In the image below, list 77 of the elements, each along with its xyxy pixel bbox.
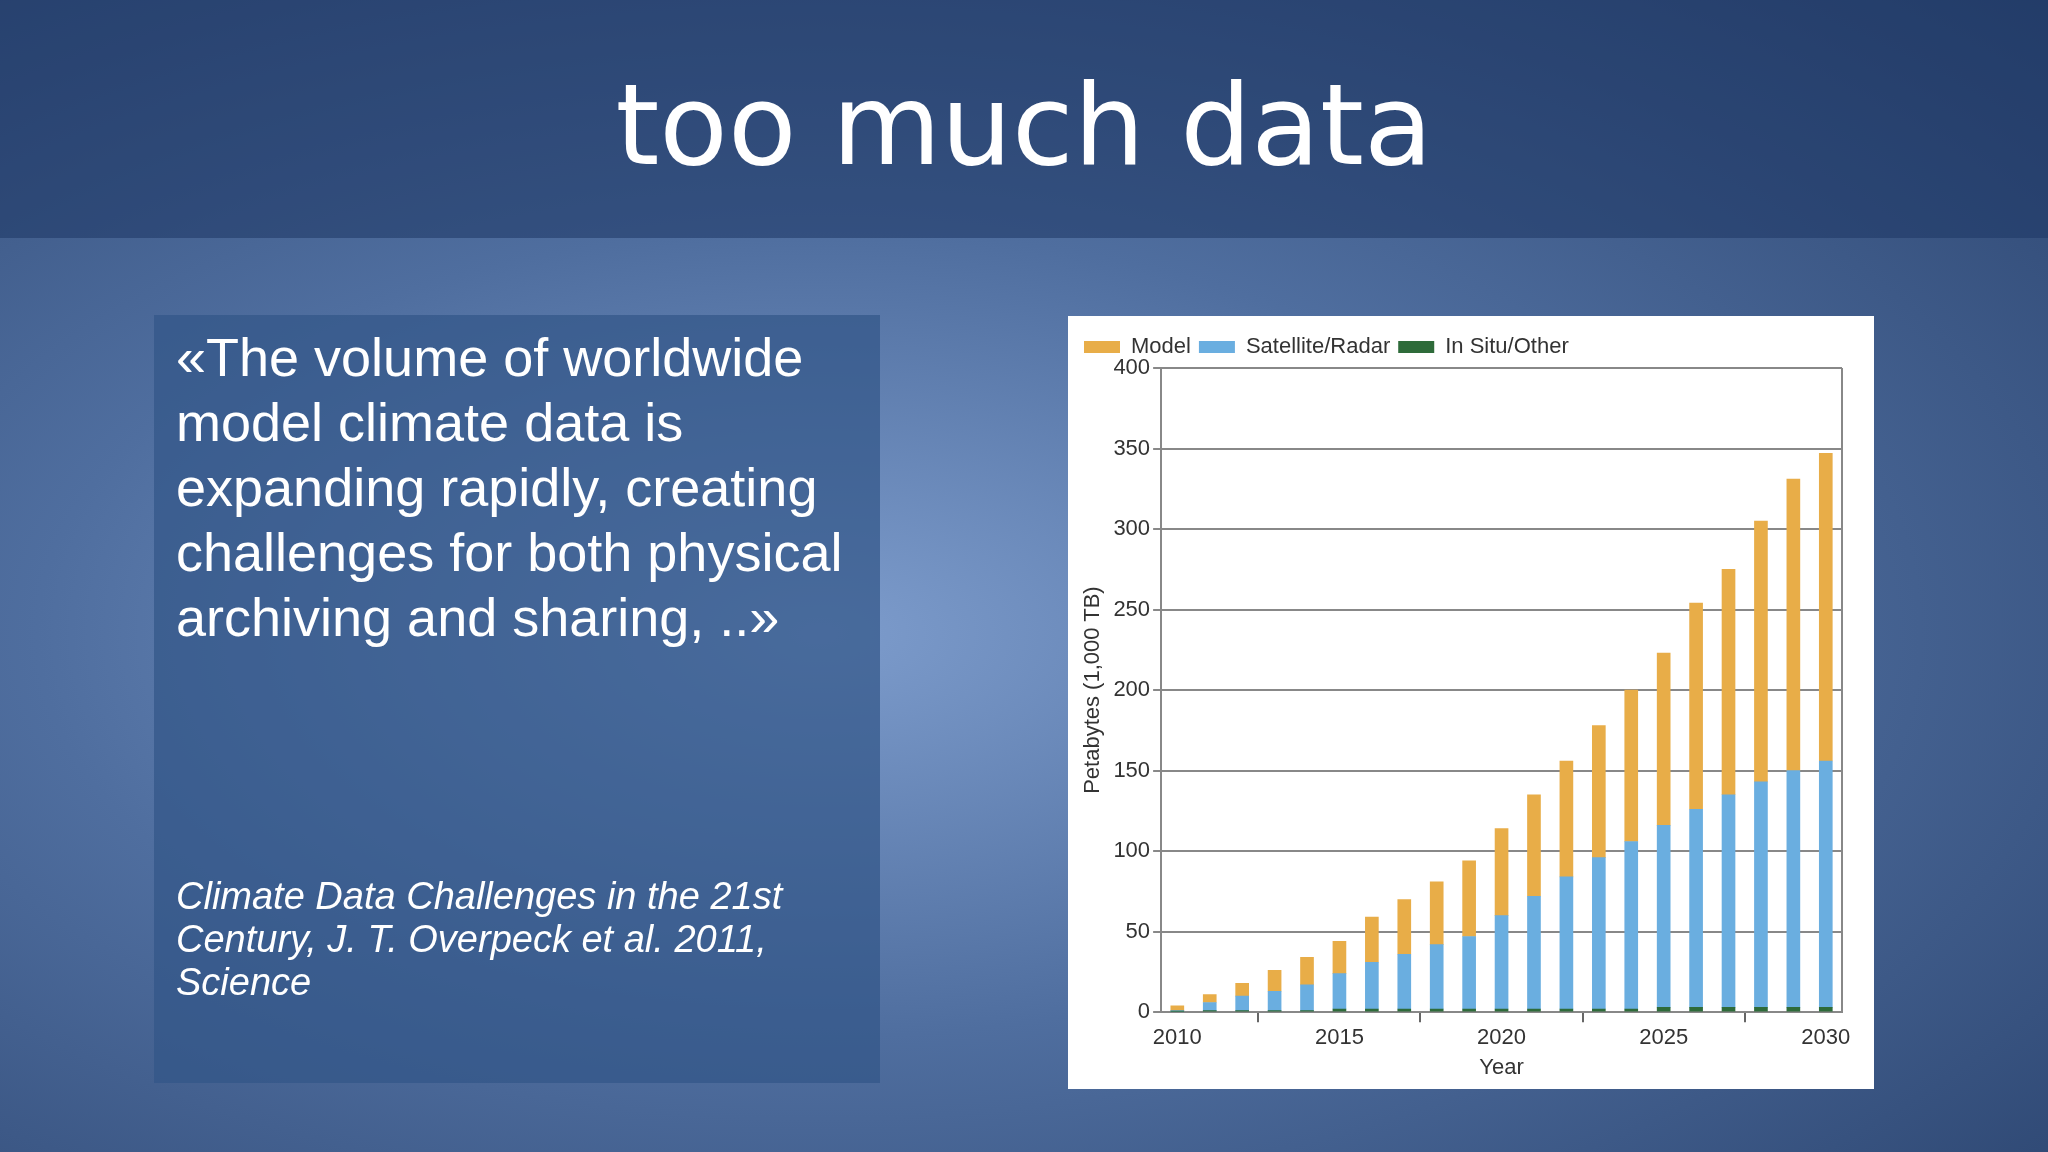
bar bbox=[1170, 1005, 1185, 1011]
bar bbox=[1527, 895, 1541, 1010]
bar bbox=[1559, 1008, 1574, 1012]
bar bbox=[1462, 860, 1476, 937]
bar bbox=[1397, 899, 1412, 955]
y-tick-label: 50 bbox=[1125, 917, 1151, 943]
y-axis-title: Petabytes (1,000 TB) bbox=[1079, 586, 1105, 794]
text: «The volume of worldwide model climate data is expanding rapidly, creating challenges for both physical archiving and sharing, ..» bbox=[176, 326, 844, 649]
bar bbox=[1721, 794, 1736, 1008]
bar bbox=[1754, 1007, 1768, 1012]
x-axis-title: Year bbox=[1479, 1053, 1524, 1079]
bar bbox=[1494, 915, 1509, 1010]
x-tick-label: 2025 bbox=[1639, 1024, 1689, 1050]
bar bbox=[1332, 973, 1347, 1010]
y-tick-label: 150 bbox=[1113, 756, 1151, 782]
bar bbox=[1202, 994, 1217, 1003]
x-tick-label: 2015 bbox=[1314, 1024, 1364, 1050]
bar bbox=[1721, 568, 1736, 796]
bar bbox=[1235, 995, 1249, 1011]
bar bbox=[1656, 825, 1671, 1008]
bar bbox=[1494, 1008, 1509, 1012]
bar bbox=[1300, 984, 1314, 1011]
bar bbox=[1591, 725, 1606, 858]
bar bbox=[1624, 689, 1639, 842]
bar bbox=[1365, 961, 1379, 1010]
bar bbox=[1818, 453, 1833, 762]
bar bbox=[1754, 520, 1768, 783]
bar bbox=[1559, 760, 1574, 878]
y-tick-label: 300 bbox=[1113, 515, 1151, 541]
bar bbox=[1786, 478, 1801, 771]
y-tick-label: 350 bbox=[1113, 434, 1151, 460]
legend-label: Satellite/Radar bbox=[1245, 333, 1391, 359]
bar bbox=[1689, 1007, 1703, 1012]
bar bbox=[1365, 916, 1379, 963]
bar bbox=[1462, 936, 1476, 1010]
bar bbox=[1559, 876, 1574, 1010]
bar bbox=[1721, 1007, 1736, 1012]
bar bbox=[1786, 770, 1801, 1008]
bar bbox=[1397, 1008, 1412, 1012]
bar bbox=[1429, 944, 1444, 1010]
x-tick-label: 2010 bbox=[1152, 1024, 1202, 1050]
chart-title: too much data bbox=[614, 60, 1434, 190]
bar bbox=[1689, 602, 1703, 810]
bar bbox=[1429, 881, 1444, 945]
bar bbox=[1300, 957, 1314, 986]
bar bbox=[1591, 1008, 1606, 1012]
bar bbox=[1267, 990, 1282, 1011]
bar bbox=[1754, 781, 1768, 1008]
bar bbox=[1624, 841, 1639, 1010]
x-tick-label: 2030 bbox=[1801, 1024, 1851, 1050]
y-tick-label: 250 bbox=[1113, 595, 1151, 621]
bar bbox=[1235, 982, 1249, 997]
bar bbox=[1591, 857, 1606, 1010]
x-tick-label: 2020 bbox=[1477, 1024, 1527, 1050]
bar bbox=[1624, 1008, 1639, 1012]
bar bbox=[1527, 1008, 1541, 1012]
y-tick-label: 100 bbox=[1113, 837, 1151, 863]
bar bbox=[1332, 941, 1347, 974]
bar bbox=[1494, 828, 1509, 916]
bar bbox=[1267, 970, 1282, 992]
bar bbox=[1786, 1007, 1801, 1012]
y-tick-label: 0 bbox=[1137, 998, 1151, 1024]
bar bbox=[1365, 1008, 1379, 1012]
bar bbox=[1656, 1007, 1671, 1012]
bar bbox=[1656, 652, 1671, 826]
bar bbox=[1202, 1002, 1217, 1011]
text: Climate Data Challenges in the 21st Century, J. T. Overpeck et al. 2011, Science bbox=[176, 875, 785, 1004]
bar bbox=[1462, 1008, 1476, 1012]
bar bbox=[1818, 760, 1833, 1008]
bar bbox=[1527, 794, 1541, 897]
bar bbox=[1397, 953, 1412, 1010]
legend-label: In Situ/Other bbox=[1445, 333, 1569, 359]
bar bbox=[1429, 1008, 1444, 1012]
bar bbox=[1689, 808, 1703, 1008]
bar bbox=[1818, 1007, 1833, 1012]
bar bbox=[1332, 1008, 1347, 1012]
y-tick-label: 200 bbox=[1113, 676, 1151, 702]
